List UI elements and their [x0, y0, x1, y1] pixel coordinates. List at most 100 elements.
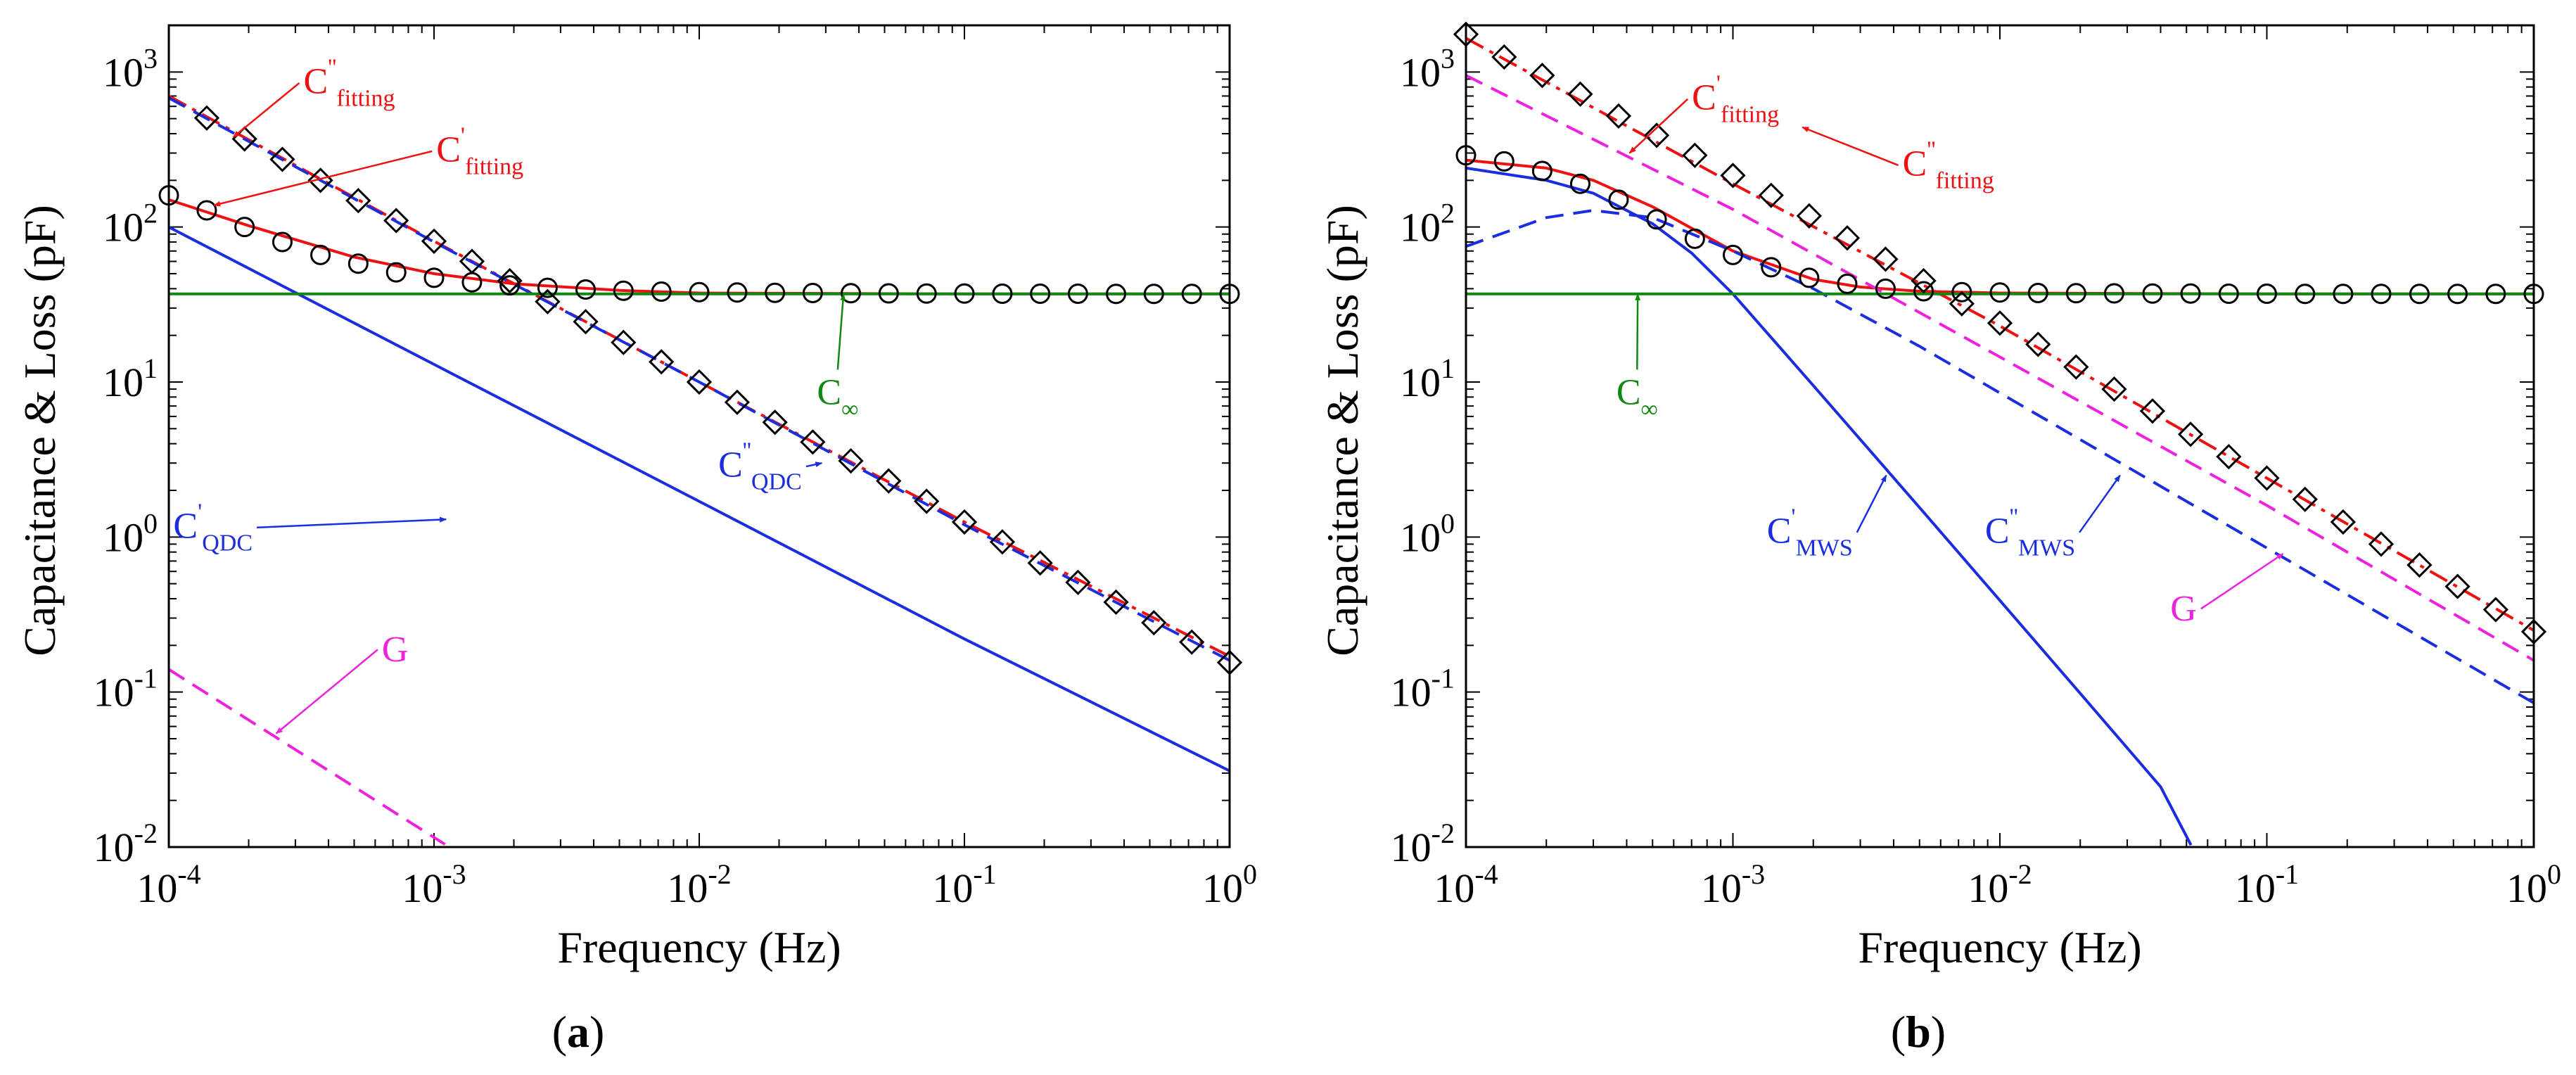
annotation-label: G	[2170, 589, 2197, 629]
annotation-base: C	[1985, 511, 2010, 551]
x-axis-label: Frequency (Hz)	[1858, 922, 2141, 972]
x-tick-label-base: 10	[1701, 865, 1742, 911]
diamond-marker	[1491, 44, 1517, 70]
y-tick-label-exponent: 1	[144, 352, 158, 384]
diamond-marker	[459, 248, 485, 274]
diamond-marker	[1873, 246, 1899, 272]
annotation-arrow	[213, 150, 433, 207]
circle-marker	[1875, 278, 1896, 299]
diamond-marker	[1796, 203, 1822, 229]
diamond-marker	[2482, 597, 2508, 623]
series-line-cfitting	[1466, 37, 2534, 632]
diamond-marker	[2330, 509, 2356, 535]
annotation-arrow	[1628, 98, 1689, 154]
y-tick-label: 10-2	[94, 818, 158, 870]
series-line-cmws	[1466, 166, 2193, 846]
y-tick-label-base: 10	[1400, 205, 1441, 250]
y-tick-label: 102	[103, 198, 158, 250]
axis-ticks	[1465, 25, 2534, 848]
panel-label-tag: b	[1906, 1007, 1931, 1057]
diamond-marker	[1682, 142, 1708, 168]
x-tick-label-exponent: -1	[973, 858, 996, 890]
circle-marker	[1608, 189, 1629, 210]
x-tick-label-base: 10	[1434, 865, 1474, 911]
x-tick-label: 100	[1202, 858, 1257, 911]
diamond-marker	[1065, 569, 1091, 595]
annotation-arrow	[836, 293, 846, 370]
x-tick-label-exponent: -3	[442, 858, 466, 890]
y-tick-label-base: 10	[103, 360, 144, 405]
annotation-label: C∞	[1617, 372, 1658, 422]
circle-marker	[2409, 284, 2430, 305]
annotation-arrow	[2079, 474, 2121, 533]
diamond-marker	[2216, 443, 2242, 470]
x-tick-label-exponent: -2	[708, 858, 731, 890]
y-tick-label: 100	[1400, 507, 1455, 560]
x-tick-label-base: 10	[402, 865, 442, 911]
diamond-marker	[2177, 421, 2204, 447]
circle-marker	[1951, 281, 1972, 303]
diamond-marker	[2254, 465, 2280, 491]
circle-marker	[196, 200, 217, 221]
x-tick-label-base: 10	[2506, 865, 2547, 911]
diamond-marker	[2025, 331, 2051, 357]
x-tick-label: 10-1	[932, 858, 996, 911]
circle-marker	[310, 244, 331, 265]
panel-label-a: (a)	[552, 1007, 605, 1057]
circle-marker	[1181, 284, 1202, 305]
x-tick-label: 10-4	[1434, 858, 1498, 911]
annotation-arrow	[1856, 474, 1887, 533]
y-tick-label-base: 10	[94, 670, 134, 715]
panel-label-tag: a	[567, 1007, 589, 1057]
panel-label-b: (b)	[1891, 1007, 1946, 1057]
annotation-arrow	[232, 82, 300, 138]
annotation-arrow	[1802, 126, 1899, 167]
circle-marker	[2333, 284, 2354, 305]
annotation-base: C	[1767, 511, 1792, 551]
annotation-arrow	[256, 516, 447, 529]
y-axis-label: Capacitance & Loss (pF)	[15, 205, 65, 656]
circle-marker	[499, 275, 521, 296]
x-tick-label-base: 10	[1968, 865, 2008, 911]
y-tick-label-exponent: 3	[144, 42, 158, 74]
annotation-base: C	[1617, 372, 1641, 412]
y-tick-label-exponent: -2	[134, 818, 158, 849]
circle-marker	[613, 280, 634, 301]
diamond-marker	[573, 309, 599, 335]
annotation-arrow	[275, 649, 378, 734]
annotation-label: C'fitting	[436, 122, 523, 179]
diamond-marker	[800, 429, 826, 455]
circle-marker	[347, 253, 369, 274]
diamond-marker	[421, 228, 447, 254]
y-tick-label-exponent: 0	[1441, 507, 1455, 539]
annotation-prime: '	[461, 122, 465, 148]
x-axis-label: Frequency (Hz)	[557, 922, 841, 972]
circle-marker	[2295, 284, 2316, 305]
circle-marker	[916, 283, 937, 304]
x-tick-label-base: 10	[932, 865, 973, 911]
annotation-prime: ''	[2010, 504, 2018, 530]
annotation-base: C	[173, 506, 198, 546]
diamond-marker	[1567, 81, 1593, 107]
diamond-marker	[2406, 552, 2432, 578]
annotation-subscript: QDC	[751, 469, 802, 495]
circle-marker	[1913, 281, 1934, 302]
annotation-subscript: ∞	[841, 396, 858, 422]
annotation-base: C	[817, 372, 841, 412]
circle-marker	[2447, 284, 2468, 305]
circle-marker	[2142, 283, 2163, 304]
annotation-subscript: MWS	[2018, 535, 2075, 561]
annotation-label: G	[382, 630, 409, 670]
annotation-subscript: fitting	[1936, 167, 1994, 193]
diamond-marker	[686, 369, 713, 395]
diamond-marker	[1911, 267, 1937, 294]
y-tick-label-base: 10	[1391, 825, 1432, 870]
circle-marker	[1143, 284, 1164, 305]
circle-marker	[1030, 284, 1051, 305]
y-tick-label: 100	[103, 507, 158, 560]
diamond-marker	[1834, 225, 1861, 251]
x-tick-label: 10-1	[2235, 858, 2299, 911]
diamond-marker	[914, 488, 940, 514]
circle-marker	[2218, 284, 2239, 305]
